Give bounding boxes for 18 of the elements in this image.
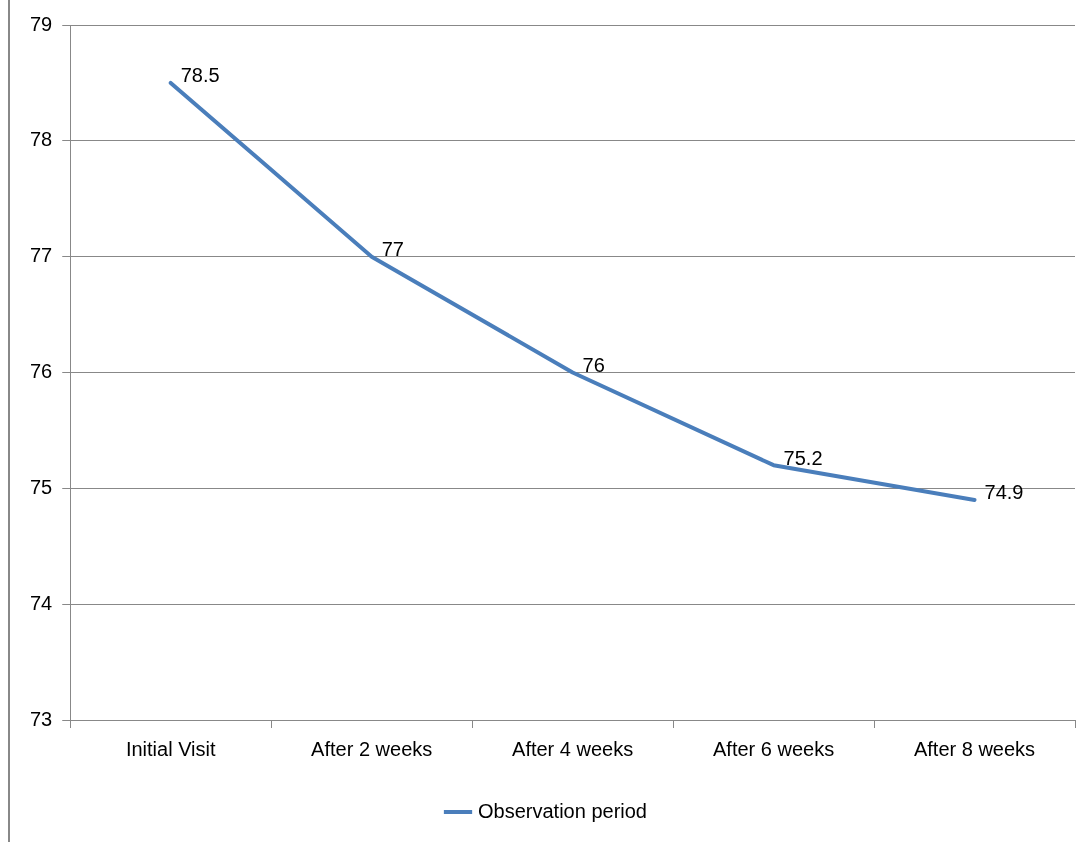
y-tick-label: 75	[30, 475, 53, 498]
y-tick-label: 73	[30, 707, 53, 730]
y-tick-label: 74	[30, 591, 53, 614]
x-tick-label: After 6 weeks	[712, 737, 835, 760]
data-label: 78.5	[180, 64, 220, 87]
x-tick-label: After 2 weeks	[311, 737, 433, 760]
y-tick-label: 78	[30, 128, 53, 151]
y-tick-label: 77	[30, 244, 53, 267]
x-tick-label: Initial Visit	[125, 737, 216, 760]
data-label: 75.2	[783, 446, 823, 469]
y-tick-label: 76	[30, 360, 53, 383]
y-tick-label: 79	[30, 12, 53, 35]
data-label: 74.9	[984, 481, 1024, 504]
data-label: 76	[582, 354, 605, 377]
x-tick-label: After 4 weeks	[512, 737, 634, 760]
x-tick-label: After 8 weeks	[913, 737, 1036, 760]
data-label: 77	[381, 238, 404, 261]
legend-label: Observation period	[478, 799, 647, 822]
